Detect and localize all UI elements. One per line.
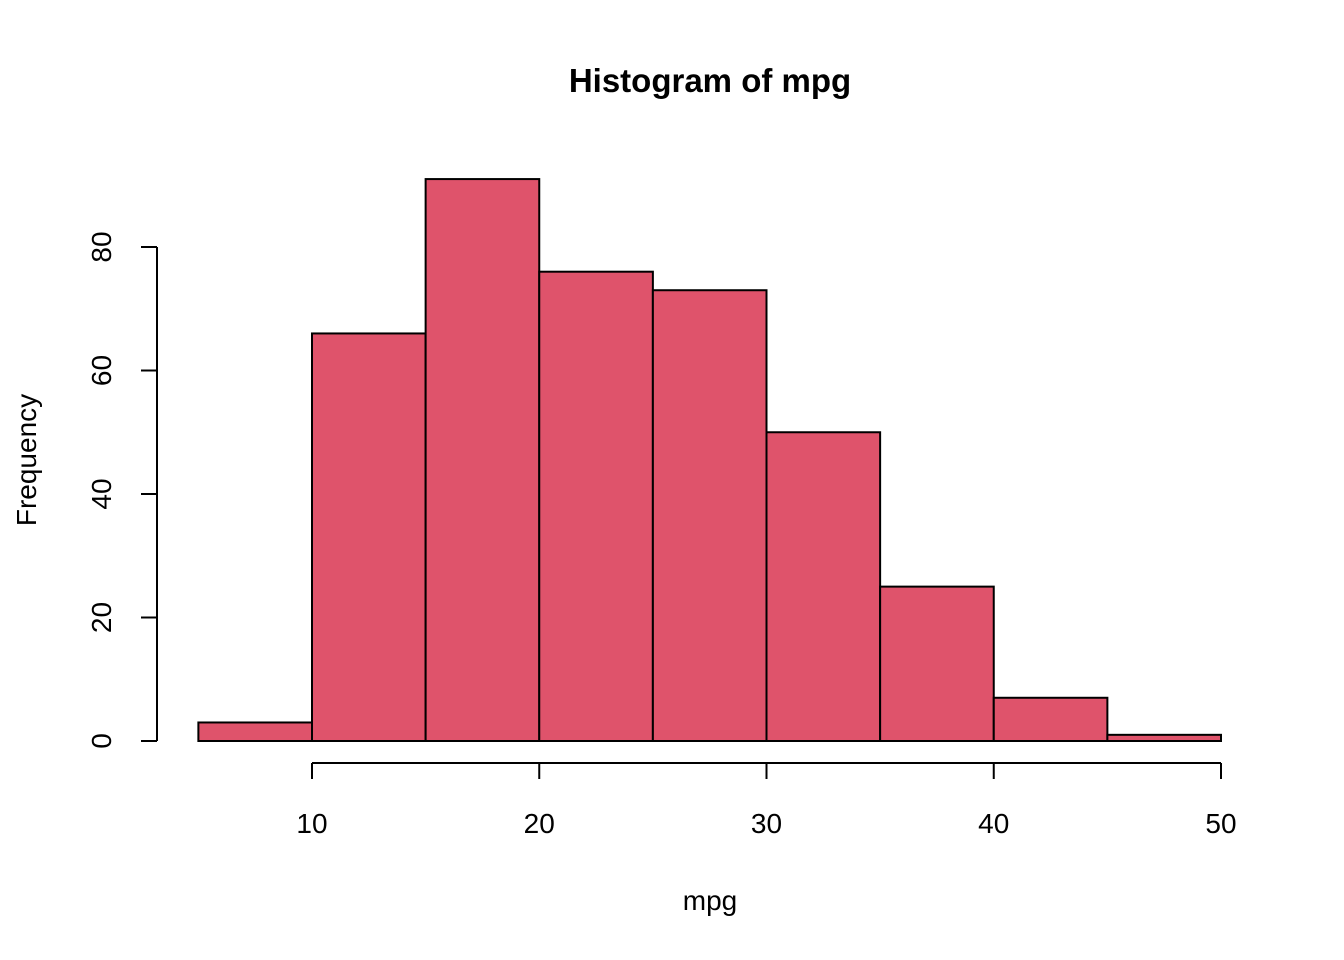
histogram-bar-7 <box>879 585 995 742</box>
histogram-bar-5 <box>651 289 768 742</box>
y-tick-label-80: 80 <box>86 231 117 262</box>
x-axis: 10 20 30 40 50 <box>296 762 1237 839</box>
chart-title: Histogram of mpg <box>569 62 851 99</box>
x-tick-label-50: 50 <box>1205 808 1236 839</box>
bars-group <box>197 178 1222 743</box>
y-tick-label-60: 60 <box>86 355 117 386</box>
histogram-bar-8 <box>992 696 1109 743</box>
x-axis-label: mpg <box>683 885 737 916</box>
histogram-bar-9 <box>1106 733 1222 743</box>
x-tick-label-20: 20 <box>524 808 555 839</box>
y-axis: 0 20 40 60 80 <box>86 231 158 749</box>
histogram-bar-4 <box>538 270 654 742</box>
x-tick-label-10: 10 <box>296 808 327 839</box>
y-tick-label-20: 20 <box>86 602 117 633</box>
y-tick-label-40: 40 <box>86 478 117 509</box>
histogram-bar-2 <box>311 332 427 742</box>
x-tick-label-30: 30 <box>751 808 782 839</box>
y-tick-label-0: 0 <box>86 733 117 749</box>
x-tick-label-40: 40 <box>978 808 1009 839</box>
y-axis-label: Frequency <box>11 394 42 526</box>
histogram-bar-3 <box>424 178 541 742</box>
histogram-bar-6 <box>765 431 882 742</box>
histogram-bar-1 <box>197 721 313 742</box>
